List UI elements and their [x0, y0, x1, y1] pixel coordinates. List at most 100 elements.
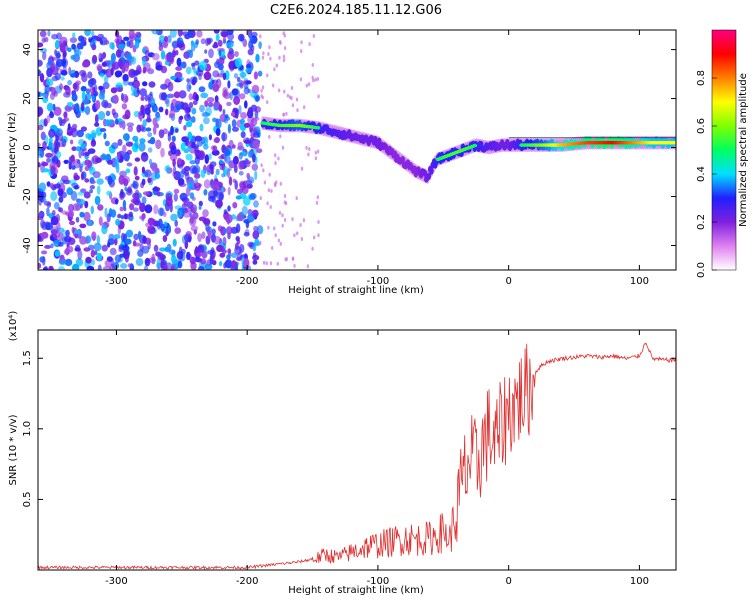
noise-mark: [251, 37, 257, 45]
noise-mark: [116, 87, 123, 93]
noise-mark: [102, 266, 111, 270]
noise-mark: [55, 58, 64, 67]
snr-series-line: [38, 342, 676, 570]
noise-mark: [78, 35, 85, 42]
noise-mark: [150, 97, 156, 107]
noise-mark: [227, 80, 231, 89]
noise-mark: [148, 81, 156, 88]
noise-mark: [79, 223, 87, 229]
noise-mark: [65, 229, 70, 237]
noise-mark: [77, 198, 86, 206]
faint-noise-mark: [278, 55, 281, 60]
noise-mark: [247, 48, 254, 56]
faint-noise-mark: [291, 103, 295, 108]
faint-noise-mark: [307, 152, 310, 157]
noise-mark: [247, 150, 253, 158]
faint-noise-mark: [274, 183, 277, 188]
faint-noise-mark: [282, 58, 286, 63]
noise-mark: [89, 39, 96, 49]
noise-mark: [167, 35, 172, 43]
faint-noise-mark: [317, 233, 320, 238]
noise-mark: [213, 30, 220, 34]
noise-mark: [152, 186, 159, 196]
faint-noise-mark: [303, 105, 306, 110]
noise-mark: [74, 103, 80, 112]
noise-mark: [65, 247, 70, 256]
noise-mark: [40, 131, 46, 141]
faint-noise-mark: [266, 100, 269, 105]
noise-mark: [94, 114, 99, 124]
noise-mark: [196, 30, 203, 38]
noise-mark: [47, 30, 51, 37]
noise-mark: [94, 122, 100, 127]
noise-mark: [171, 50, 176, 58]
noise-mark: [195, 94, 199, 102]
noise-mark: [252, 242, 257, 252]
noise-mark: [52, 229, 61, 239]
noise-mark: [203, 143, 209, 150]
noise-mark: [67, 79, 72, 86]
noise-mark: [39, 30, 47, 38]
colorbar-tick-label: 0.6: [696, 118, 707, 134]
noise-mark: [206, 169, 212, 176]
noise-mark: [114, 198, 119, 205]
noise-mark: [144, 257, 151, 267]
noise-mark: [222, 131, 226, 142]
noise-mark: [202, 209, 209, 218]
noise-mark: [238, 160, 245, 170]
noise-mark: [213, 106, 219, 111]
noise-mark: [198, 86, 206, 93]
noise-mark: [80, 143, 86, 150]
noise-mark: [115, 49, 122, 58]
noise-mark: [38, 234, 42, 242]
noise-mark: [212, 221, 217, 227]
noise-mark: [170, 213, 178, 222]
noise-mark: [42, 197, 47, 203]
faint-noise-mark: [300, 40, 303, 45]
noise-mark: [88, 166, 94, 171]
noise-mark: [81, 71, 86, 78]
noise-mark: [201, 111, 210, 118]
noise-mark: [144, 94, 149, 102]
faint-noise-mark: [286, 93, 290, 98]
noise-mark: [194, 155, 200, 165]
noise-mark: [204, 154, 209, 165]
noise-mark: [84, 159, 91, 166]
noise-mark: [38, 146, 42, 156]
noise-mark: [132, 180, 139, 190]
noise-mark: [104, 259, 112, 267]
noise-mark: [142, 235, 147, 244]
faint-noise-mark: [262, 168, 265, 173]
noise-mark: [85, 237, 89, 245]
noise-mark: [40, 47, 48, 54]
noise-mark: [119, 194, 125, 200]
noise-mark: [38, 199, 42, 206]
faint-noise-mark: [295, 97, 299, 102]
noise-mark: [84, 106, 91, 115]
spectrogram-y-ticks: -40 -20 0 20 40: [22, 43, 676, 254]
noise-mark: [45, 222, 53, 231]
noise-mark: [231, 119, 237, 128]
faint-noise-mark: [283, 89, 286, 94]
noise-mark: [60, 69, 68, 76]
faint-noise-mark: [262, 51, 265, 56]
noise-mark: [239, 93, 246, 100]
noise-mark: [69, 155, 75, 166]
noise-mark: [135, 31, 142, 38]
noise-mark: [227, 205, 231, 212]
noise-mark: [117, 138, 123, 146]
noise-mark: [114, 118, 119, 125]
noise-mark: [157, 207, 165, 217]
noise-mark: [74, 229, 80, 235]
noise-mark: [73, 175, 80, 181]
noise-mark: [124, 255, 129, 263]
faint-noise-mark: [281, 223, 284, 228]
noise-mark: [53, 183, 62, 189]
faint-noise-mark: [299, 223, 302, 227]
x-tick-label: -100: [367, 576, 390, 587]
noise-mark: [75, 80, 81, 85]
noise-mark: [53, 106, 62, 117]
noise-mark: [38, 262, 42, 269]
noise-mark: [52, 103, 56, 111]
